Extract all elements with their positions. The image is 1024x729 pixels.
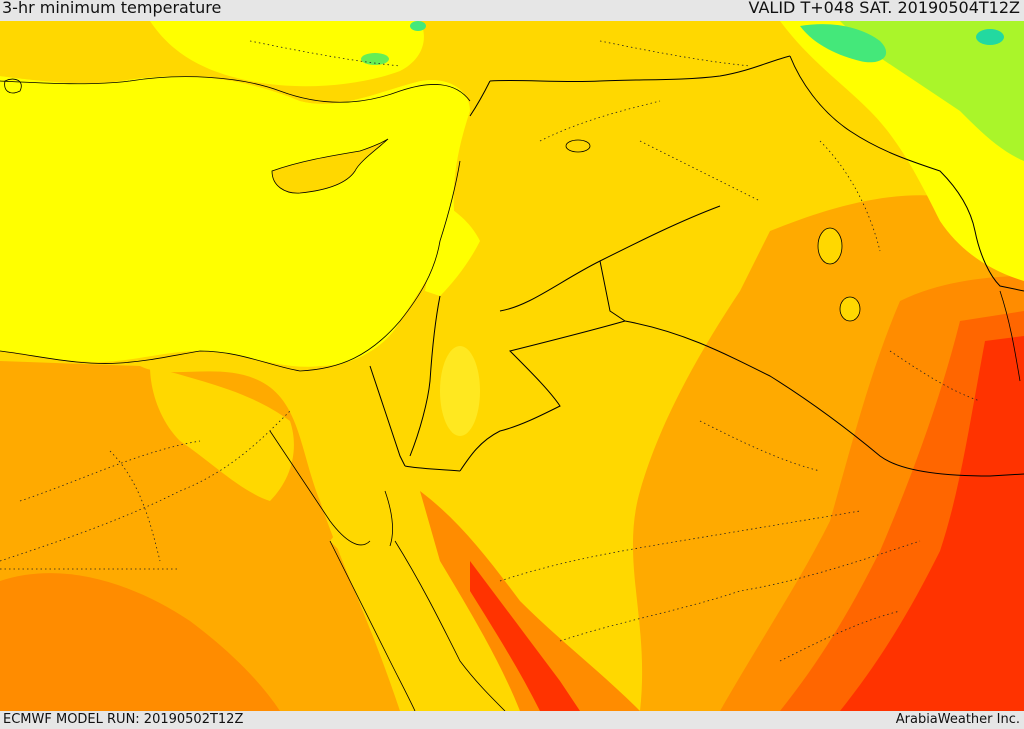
iraq-pale-patch [599, 250, 740, 341]
admin-line-7 [539, 100, 661, 142]
border-saudi-iraq [624, 320, 1024, 477]
lake-assad [565, 139, 591, 153]
lake-habbaniyah [839, 296, 861, 322]
admin-line-4 [499, 510, 861, 582]
coastlines [0, 76, 1021, 711]
admin-boundaries [0, 40, 981, 662]
temp-zone-orange-hejaz [420, 491, 640, 711]
border-iraq-iran [789, 55, 1024, 292]
border-jordan-iraq [599, 260, 626, 322]
admin-line-2 [19, 440, 201, 502]
country-borders [369, 55, 1024, 477]
admin-line-1 [0, 410, 291, 562]
temperature-map-svg [0, 21, 1024, 711]
temp-zone-turkey-yellow [150, 21, 424, 87]
coast-gulf-of-aqaba [384, 490, 393, 547]
temp-zone-northeast-lightgreen [840, 21, 1024, 161]
admin-line-13 [109, 450, 161, 562]
map-footer: ECMWF MODEL RUN: 20190502T12Z ArabiaWeat… [0, 711, 1024, 729]
admin-line-14 [779, 610, 901, 662]
coast-gulf-of-suez [269, 430, 371, 546]
map-header: 3-hr minimum temperature VALID T+048 SAT… [0, 0, 1024, 21]
admin-line-6 [639, 140, 761, 202]
cyprus [271, 138, 389, 194]
coast-med-south [0, 160, 461, 372]
temp-zone-northeast-green [800, 24, 887, 63]
coast-red-sea-east [394, 540, 506, 711]
coast-persian-gulf [999, 290, 1021, 382]
red-sea [330, 491, 480, 711]
weather-map[interactable] [0, 21, 1024, 711]
temp-zone-green-spot-turkey-2 [410, 21, 426, 31]
border-iraq-syria [499, 205, 721, 312]
coast-turkey-south [0, 76, 471, 103]
map-title: 3-hr minimum temperature [2, 0, 222, 17]
admin-line-8 [699, 420, 821, 472]
valid-time: VALID T+048 SAT. 20190504T12Z [748, 0, 1020, 17]
temp-zone-red-hejaz [470, 561, 580, 711]
temp-zone-red-east [840, 336, 1024, 711]
mediterranean-sea [0, 76, 470, 367]
jordan-yellow-patch [440, 346, 480, 436]
admin-line-9 [819, 140, 881, 252]
lake-tharthar [817, 227, 843, 265]
border-saudi-egypt-sinai [404, 465, 461, 472]
temp-zone-orange-west [0, 573, 280, 711]
border-syria-north [489, 55, 791, 83]
model-run: ECMWF MODEL RUN: 20190502T12Z [3, 712, 244, 727]
egypt-interior-pale [150, 366, 294, 501]
lake-tuz [4, 78, 22, 94]
admin-line-5 [559, 540, 921, 642]
temp-zone-cyan-spot [976, 29, 1004, 45]
border-jordan-saudi [459, 320, 626, 472]
border-egypt-israel [369, 365, 406, 467]
levant-coast-yellow [425, 201, 480, 296]
border-jordan-israel [409, 295, 441, 457]
temp-zone-green-spot-turkey [361, 53, 389, 65]
border-syria-turkey [469, 80, 491, 117]
coast-red-sea-west [329, 540, 416, 711]
credit: ArabiaWeather Inc. [895, 712, 1020, 727]
